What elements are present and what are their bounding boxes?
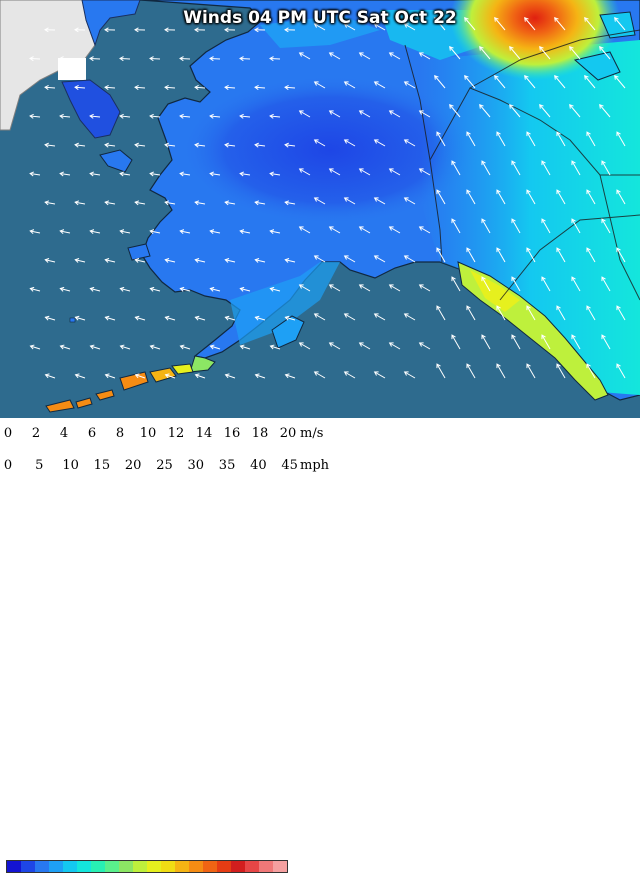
map-canvas bbox=[0, 0, 640, 418]
tick-label: 40 bbox=[250, 458, 267, 473]
color-swatch bbox=[231, 861, 245, 872]
color-swatch bbox=[273, 861, 287, 872]
wind-arrow bbox=[497, 364, 505, 378]
color-swatch bbox=[91, 861, 105, 872]
wind-arrow bbox=[527, 364, 535, 378]
wind-arrow bbox=[512, 335, 520, 349]
wind-speed-legend: 0 2 4 6 8 10 12 14 16 18 20 m/s 0 5 10 15 20 25 30 35 40 45… bbox=[0, 418, 640, 480]
tick-label: 30 bbox=[188, 458, 205, 473]
color-swatch bbox=[105, 861, 119, 872]
color-swatch bbox=[147, 861, 161, 872]
map-title: Winds 04 PM UTC Sat Oct 22 bbox=[0, 8, 640, 28]
chukotka-tip bbox=[62, 80, 120, 138]
tick-label: 20 bbox=[125, 458, 142, 473]
mph-unit-label: mph bbox=[300, 458, 329, 473]
wind-arrow bbox=[452, 277, 460, 291]
ms-unit-label: m/s bbox=[300, 426, 323, 441]
tick-label: 14 bbox=[196, 426, 213, 441]
asia-white-patch bbox=[58, 58, 86, 80]
color-swatch bbox=[203, 861, 217, 872]
tick-label: 5 bbox=[35, 458, 43, 473]
tick-label: 4 bbox=[60, 426, 68, 441]
wind-arrow bbox=[437, 364, 445, 378]
color-swatch bbox=[217, 861, 231, 872]
color-swatch bbox=[35, 861, 49, 872]
aleutian-islands bbox=[46, 364, 193, 412]
color-swatch bbox=[175, 861, 189, 872]
tick-label: 35 bbox=[219, 458, 236, 473]
wind-arrow bbox=[482, 335, 490, 349]
color-swatch bbox=[7, 861, 21, 872]
wind-arrow bbox=[452, 335, 460, 349]
color-swatch bbox=[49, 861, 63, 872]
tick-label: 10 bbox=[62, 458, 79, 473]
tick-label: 2 bbox=[32, 426, 40, 441]
tick-label: 20 bbox=[280, 426, 297, 441]
tick-label: 25 bbox=[156, 458, 173, 473]
tick-label: 45 bbox=[281, 458, 298, 473]
color-swatch bbox=[63, 861, 77, 872]
color-swatch bbox=[119, 861, 133, 872]
wind-arrow bbox=[437, 306, 445, 320]
tick-label: 10 bbox=[140, 426, 157, 441]
color-swatch bbox=[21, 861, 35, 872]
tick-label: 12 bbox=[168, 426, 185, 441]
color-swatch bbox=[77, 861, 91, 872]
st-lawrence-island bbox=[100, 150, 132, 172]
tick-label: 0 bbox=[4, 426, 12, 441]
tick-label: 16 bbox=[224, 426, 241, 441]
tick-label: 0 bbox=[4, 458, 12, 473]
color-swatch bbox=[259, 861, 273, 872]
wind-color-bar bbox=[6, 860, 288, 873]
wind-arrow bbox=[467, 364, 475, 378]
wind-map[interactable]: Winds 04 PM UTC Sat Oct 22 bbox=[0, 0, 640, 418]
color-swatch bbox=[161, 861, 175, 872]
tick-label: 6 bbox=[88, 426, 96, 441]
color-swatch bbox=[133, 861, 147, 872]
tick-label: 8 bbox=[116, 426, 124, 441]
color-swatch bbox=[189, 861, 203, 872]
wind-arrow bbox=[467, 306, 475, 320]
color-swatch bbox=[245, 861, 259, 872]
tick-label: 18 bbox=[252, 426, 269, 441]
tick-label: 15 bbox=[94, 458, 111, 473]
